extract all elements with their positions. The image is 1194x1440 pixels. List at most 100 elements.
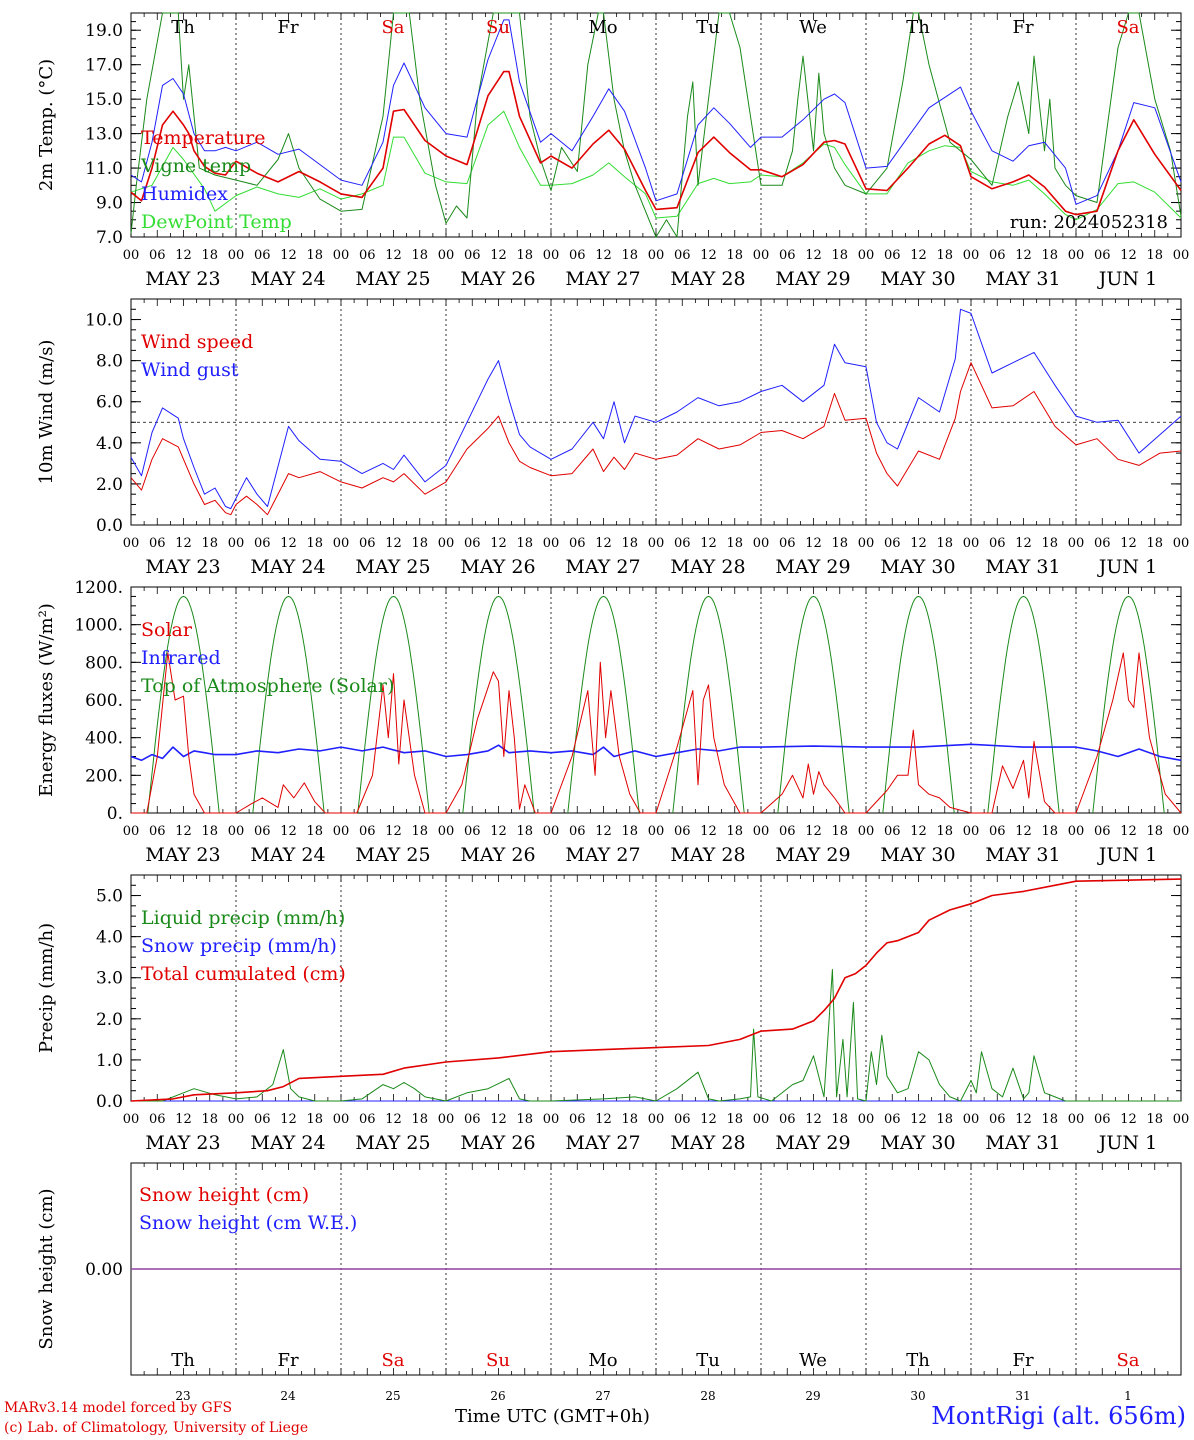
hour-tick-label: 00 [228,824,245,839]
legend-entry: Infrared [141,647,221,669]
hour-tick-label: 12 [910,248,927,263]
toa-solar-line [357,595,430,814]
hour-tick-label: 12 [700,824,717,839]
date-label: MAY 30 [880,556,955,578]
date-label: MAY 28 [670,556,745,578]
day-number-label: 26 [490,1389,505,1403]
hour-tick-label: 00 [228,536,245,551]
hour-tick-label: 18 [516,824,533,839]
weekday-label: Th [171,17,195,38]
hour-tick-label: 00 [963,248,980,263]
hour-tick-label: 06 [149,536,166,551]
hour-tick-label: 18 [936,536,953,551]
weekday-label: Fr [1012,17,1033,38]
hour-tick-label: 12 [385,248,402,263]
date-label: MAY 27 [565,556,640,578]
legend-entry: Wind speed [141,331,253,353]
hour-tick-label: 12 [385,824,402,839]
hour-tick-label: 12 [1015,536,1032,551]
date-label: MAY 28 [670,1132,745,1154]
date-label: MAY 28 [670,844,745,866]
day-number-label: 23 [175,1389,190,1403]
solar-line [131,652,1182,814]
hour-tick-label: 06 [1094,248,1111,263]
hour-tick-label: 06 [989,1112,1006,1127]
toa-solar-line [1092,595,1165,814]
day-number-label: 30 [910,1389,925,1403]
y-tick-label: 5.0 [96,887,123,907]
date-label: MAY 29 [775,268,850,290]
hour-tick-label: 06 [779,536,796,551]
hour-tick-label: 06 [884,1112,901,1127]
hour-tick-label: 12 [910,536,927,551]
day-number-label: 31 [1015,1389,1030,1403]
y-tick-label: 4.0 [96,928,123,948]
hour-tick-label: 18 [411,536,428,551]
hour-tick-label: 18 [936,1112,953,1127]
wind-speed-line [130,362,1182,516]
date-label: MAY 26 [460,1132,535,1154]
run-label: run: 2024052318 [1010,212,1168,233]
humidex-line [130,19,1182,205]
weekday-label: Sa [1116,17,1139,38]
hour-tick-label: 06 [779,1112,796,1127]
hour-tick-label: 18 [1041,1112,1058,1127]
weekday-label: Fr [277,17,298,38]
date-label: MAY 29 [775,556,850,578]
weekday-label: Su [486,1350,510,1371]
y-tick-label: 0. [107,804,123,824]
hour-tick-label: 18 [621,536,638,551]
hour-tick-label: 00 [753,1112,770,1127]
hour-tick-label: 18 [726,1112,743,1127]
hour-tick-label: 06 [359,536,376,551]
hour-tick-label: 06 [674,248,691,263]
precipitation-panel: 0.0 1.0 2.0 3.0 4.0 5.0 Precip (mm/h) 00 06 12 18 0… [36,874,1190,1154]
weekday-label: Fr [277,1350,298,1371]
weekday-label: Sa [381,1350,404,1371]
hour-tick-label: 06 [989,248,1006,263]
hour-tick-label: 18 [306,536,323,551]
hour-tick-label: 00 [1068,536,1085,551]
hour-tick-label: 18 [621,824,638,839]
y-tick-label: 0.00 [85,1260,123,1280]
y-tick-label: 3.0 [96,969,123,989]
hour-tick-label: 00 [1173,1112,1190,1127]
hour-tick-label: 18 [411,1112,428,1127]
hour-tick-label: 06 [254,824,271,839]
hour-tick-label: 18 [306,824,323,839]
weekday-label: Su [486,17,510,38]
y-tick-label: 400. [85,729,123,749]
plot-frame [130,298,1182,526]
y-tick-label: 0.0 [96,1092,123,1112]
y-tick-label: 15.0 [85,90,123,110]
legend-entry: Humidex [141,183,228,205]
hour-tick-label: 18 [201,536,218,551]
weekday-label: Mo [588,17,617,38]
toa-solar-line [672,595,745,814]
hour-tick-label: 12 [385,536,402,551]
legend-entry: Vigne temp [140,155,251,177]
date-label: JUN 1 [1097,268,1157,290]
date-label: MAY 24 [250,556,325,578]
hour-tick-label: 12 [490,824,507,839]
weekday-label: We [799,1350,827,1371]
hour-tick-label: 18 [1146,824,1163,839]
hour-tick-label: 00 [753,536,770,551]
hour-tick-label: 06 [674,824,691,839]
date-label: MAY 28 [670,268,745,290]
date-label: JUN 1 [1097,844,1157,866]
legend-entry: Solar [141,619,193,641]
hour-tick-label: 12 [1015,824,1032,839]
hour-tick-label: 18 [621,248,638,263]
y-tick-label: 1000. [74,616,123,636]
hour-tick-label: 06 [1094,824,1111,839]
hour-tick-label: 18 [201,824,218,839]
hour-tick-label: 00 [648,536,665,551]
hour-tick-label: 00 [648,824,665,839]
y-tick-label: 6.0 [96,393,123,413]
hour-tick-label: 00 [858,824,875,839]
toa-solar-line [987,595,1060,814]
hour-tick-label: 06 [254,248,271,263]
hour-tick-label: 00 [123,536,140,551]
hour-tick-label: 00 [963,536,980,551]
